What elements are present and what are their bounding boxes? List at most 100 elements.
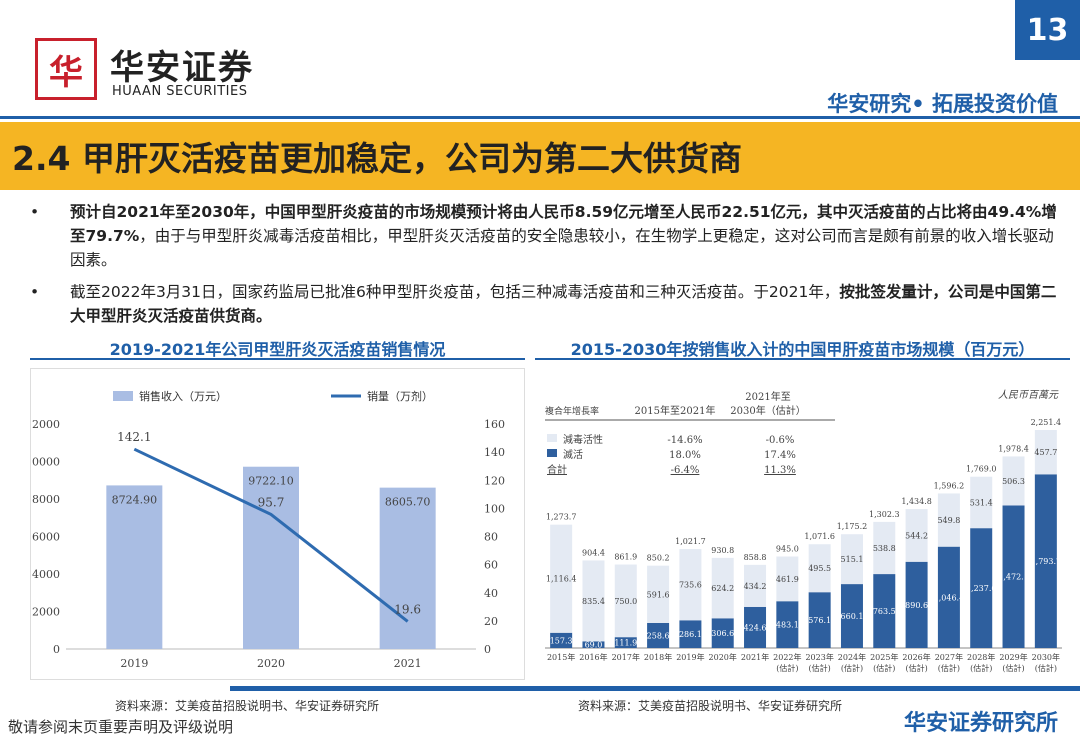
bar-live: [550, 524, 573, 633]
brand-name-cn: 华安证券: [110, 48, 254, 88]
y-tick-right: 60: [484, 559, 498, 572]
table-cell: -14.6%: [667, 435, 702, 446]
bullet-text: 截至2022年3月31日，国家药监局已批准6种甲型肝炎疫苗，包括三种减毒活疫苗和…: [70, 283, 840, 301]
bar-inactivated: [905, 561, 928, 648]
table-cell: 18.0%: [669, 450, 701, 461]
bar-label-inactivated: 890.6: [905, 601, 928, 610]
bar-live: [1034, 430, 1057, 475]
bar-total-label: 1,273.7: [546, 513, 577, 522]
left-chart-title: 2019-2021年公司甲型肝炎灭活疫苗销售情况: [109, 340, 446, 359]
bar-label-live: 1,116.4: [546, 575, 577, 584]
slogan: 华安研究• 拓展投资价值: [827, 92, 1058, 116]
x-tick: 2027年: [935, 652, 963, 662]
y-tick-right: 120: [484, 474, 505, 487]
bar: [243, 466, 299, 649]
bar-inactivated: [614, 637, 637, 648]
x-tick: 2020年: [709, 652, 737, 662]
y-tick-right: 80: [484, 531, 498, 544]
bar-label-live: 434.2: [744, 582, 767, 591]
bar-label-live: 515.1: [841, 555, 864, 564]
bar-total-label: 904.4: [582, 548, 605, 557]
y-tick-left: 4000: [32, 568, 60, 581]
bar-live: [647, 565, 670, 623]
bar-live: [937, 493, 960, 547]
bar: [379, 487, 436, 649]
y-tick-right: 140: [484, 446, 505, 459]
page-title: 2.4 甲肝灭活疫苗更加稳定，公司为第二大供货商: [0, 122, 1080, 190]
bar-label-inactivated: 1,046.4: [934, 593, 965, 602]
x-tick: 2019: [120, 657, 148, 670]
x-tick: 2028年: [967, 652, 995, 662]
x-tick: 2015年: [547, 652, 575, 662]
y-tick-right: 160: [484, 418, 505, 431]
bar-total-label: 945.0: [776, 544, 799, 553]
bar-label-live: 495.5: [808, 564, 831, 573]
bar-label-live: 750.0: [614, 597, 637, 606]
unit-label: 人民币百萬元: [998, 389, 1059, 401]
bar-live: [1002, 456, 1025, 506]
bar-live: [614, 564, 637, 638]
bar-label-inactivated: 1,472.1: [998, 573, 1029, 582]
x-tick: (估計): [1035, 663, 1057, 673]
bar-label-inactivated: 111.9: [614, 639, 637, 648]
table-cell: 17.4%: [764, 450, 796, 461]
bar-total-label: 1,021.7: [675, 537, 706, 546]
bullet-bold: 预计自2021年至2030年，中国甲型肝炎疫苗的市场规模预计将由人民币8.59亿…: [70, 203, 1057, 245]
bar-label-inactivated: 1,793.7: [1031, 557, 1062, 566]
bar-live: [582, 560, 605, 642]
bar: [106, 485, 163, 649]
bar-total-label: 1,769.0: [966, 465, 997, 474]
bar-label-live: 549.8: [937, 516, 960, 525]
table-row-label: 減毒活性: [563, 433, 603, 446]
x-tick: 2021年: [741, 652, 769, 662]
bar-label-live: 544.2: [905, 531, 928, 540]
bar-label-inactivated: 763.5: [873, 607, 896, 616]
bar-live: [744, 564, 767, 607]
x-tick: 2019年: [676, 652, 704, 662]
bar-inactivated: [744, 606, 767, 648]
bar-total-label: 2,251.4: [1031, 418, 1062, 427]
x-tick: 2022年: [773, 652, 801, 662]
x-tick: 2023年: [805, 652, 833, 662]
x-tick: 2018年: [644, 652, 672, 662]
bar-label-live: 461.9: [776, 575, 799, 584]
bar-label: 8724.90: [112, 493, 158, 506]
bar-live: [776, 556, 799, 602]
y-tick-right: 20: [484, 615, 498, 628]
bar-inactivated: [647, 622, 670, 648]
legend-bar-label: 销售收入（万元）: [139, 389, 227, 403]
divider: [230, 686, 1080, 691]
bar-total-label: 861.9: [614, 553, 637, 562]
bar-label-inactivated: 424.6: [744, 623, 767, 632]
x-tick: (估計): [776, 663, 798, 673]
bar-label-live: 735.6: [679, 581, 702, 590]
bar-label-inactivated: 69.0: [585, 641, 603, 650]
bar-total-label: 1,071.6: [804, 532, 835, 541]
line-label: 19.6: [394, 602, 421, 616]
bar-live: [970, 476, 993, 529]
divider: [30, 358, 525, 360]
bar-total-label: 1,434.8: [901, 497, 932, 506]
table-cell: -0.6%: [766, 435, 795, 446]
bar-inactivated: [711, 618, 734, 648]
bullet-2: • 截至2022年3月31日，国家药监局已批准6种甲型肝炎疫苗，包括三种减毒活疫苗…: [30, 283, 1057, 325]
x-tick: (估計): [809, 663, 831, 673]
bar-total-label: 1,302.3: [869, 510, 900, 519]
x-tick: (估計): [1002, 663, 1024, 673]
divider: [535, 358, 1070, 360]
y-tick-right: 40: [484, 587, 498, 600]
x-tick: 2020: [257, 657, 285, 670]
bar-total-label: 858.8: [744, 553, 767, 562]
bar-inactivated: [970, 528, 993, 648]
bar-label-live: 538.8: [873, 544, 896, 553]
logo: 华: [35, 38, 97, 100]
bar-label-inactivated: 576.1: [808, 616, 831, 625]
line-label: 95.7: [258, 495, 285, 509]
bar-inactivated: [937, 546, 960, 648]
bar-label: 8605.70: [385, 496, 431, 509]
x-tick: 2026年: [902, 652, 930, 662]
y-tick-left: 8000: [32, 493, 60, 506]
x-tick: 2017年: [612, 652, 640, 662]
sales-chart: 0 2000 4000 6000 8000 10000 12000 0 20 40 60 80 100 1…: [30, 368, 525, 680]
bar-live: [840, 534, 863, 585]
